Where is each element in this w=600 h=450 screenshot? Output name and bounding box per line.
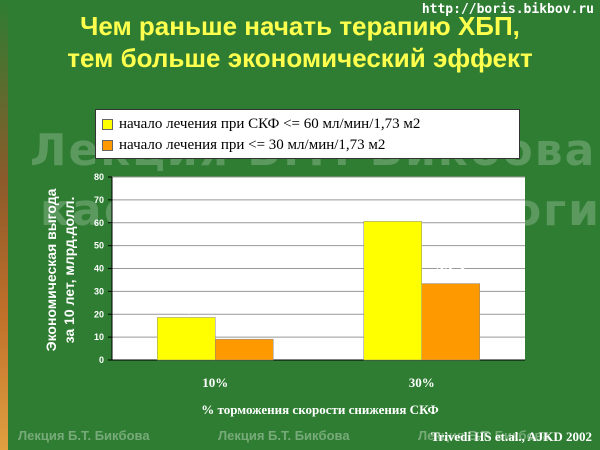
y-axis-label-line-1: Экономическая выгода — [43, 188, 59, 352]
y-tick-label: 70 — [94, 195, 104, 205]
data-label: 33,4 — [436, 263, 466, 282]
y-axis-label-line-2: за 10 лет, млрд.долл. — [61, 196, 77, 344]
y-tick-label: 80 — [94, 172, 104, 182]
data-label: 60,6 — [378, 200, 408, 219]
title-line-2: тем больше экономический эффект — [67, 43, 533, 73]
y-tick-label: 30 — [94, 286, 104, 296]
footer-watermark-middle: Лекция Б.Т. Бикбова — [218, 428, 350, 443]
chart-legend: начало лечения при СКФ <= 60 мл/мин/1,73… — [95, 109, 520, 159]
footer-watermark-left: Лекция Б.Т. Бикбова — [18, 428, 150, 443]
y-tick-label: 10 — [94, 332, 104, 342]
y-tick-label: 20 — [94, 309, 104, 319]
y-tick-label: 40 — [94, 264, 104, 274]
legend-label-series-2: начало лечения при <= 30 мл/мин/1,73 м2 — [119, 137, 386, 153]
x-tick-label: 10% — [202, 375, 228, 390]
site-url: http://boris.bikbov.ru — [421, 2, 594, 17]
bar-series-1-2 — [363, 221, 422, 361]
legend-item-series-2: начало лечения при <= 30 мл/мин/1,73 м2 — [102, 135, 513, 156]
data-label: 9,1 — [234, 318, 255, 337]
citation: Trivedi HS et.al., AJKD 2002 — [430, 429, 592, 444]
bar-series-2-2 — [421, 283, 480, 361]
legend-label-series-1: начало лечения при СКФ <= 60 мл/мин/1,73… — [119, 116, 421, 132]
legend-swatch-orange — [102, 140, 113, 151]
y-tick-label: 60 — [94, 218, 104, 228]
x-axis-label: % торможения скорости снижения СКФ — [201, 402, 439, 417]
legend-swatch-yellow — [102, 119, 113, 130]
data-label: 18,6 — [171, 296, 201, 315]
title-line-1: Чем раньше начать терапию ХБП, — [80, 11, 520, 41]
y-axis-label: Экономическая выгода за 10 лет, млрд.дол… — [42, 150, 78, 390]
footer-watermark-right: Лекция Б.Т. Бикбова — [418, 428, 550, 443]
legend-item-series-1: начало лечения при СКФ <= 60 мл/мин/1,73… — [102, 114, 513, 135]
bar-series-1-1 — [157, 317, 216, 361]
y-tick-label: 0 — [99, 355, 104, 365]
bar-series-2-1 — [215, 338, 274, 361]
page-title: Чем раньше начать терапию ХБП, тем больш… — [10, 10, 590, 74]
side-stripe — [0, 0, 8, 450]
x-tick-label: 30% — [409, 375, 435, 390]
y-tick-label: 50 — [94, 241, 104, 251]
